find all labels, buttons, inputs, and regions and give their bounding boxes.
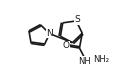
Text: O: O	[62, 41, 69, 50]
Text: NH₂: NH₂	[93, 55, 109, 64]
Text: S: S	[74, 15, 80, 24]
Text: NH: NH	[79, 57, 91, 66]
Text: N: N	[46, 29, 53, 38]
